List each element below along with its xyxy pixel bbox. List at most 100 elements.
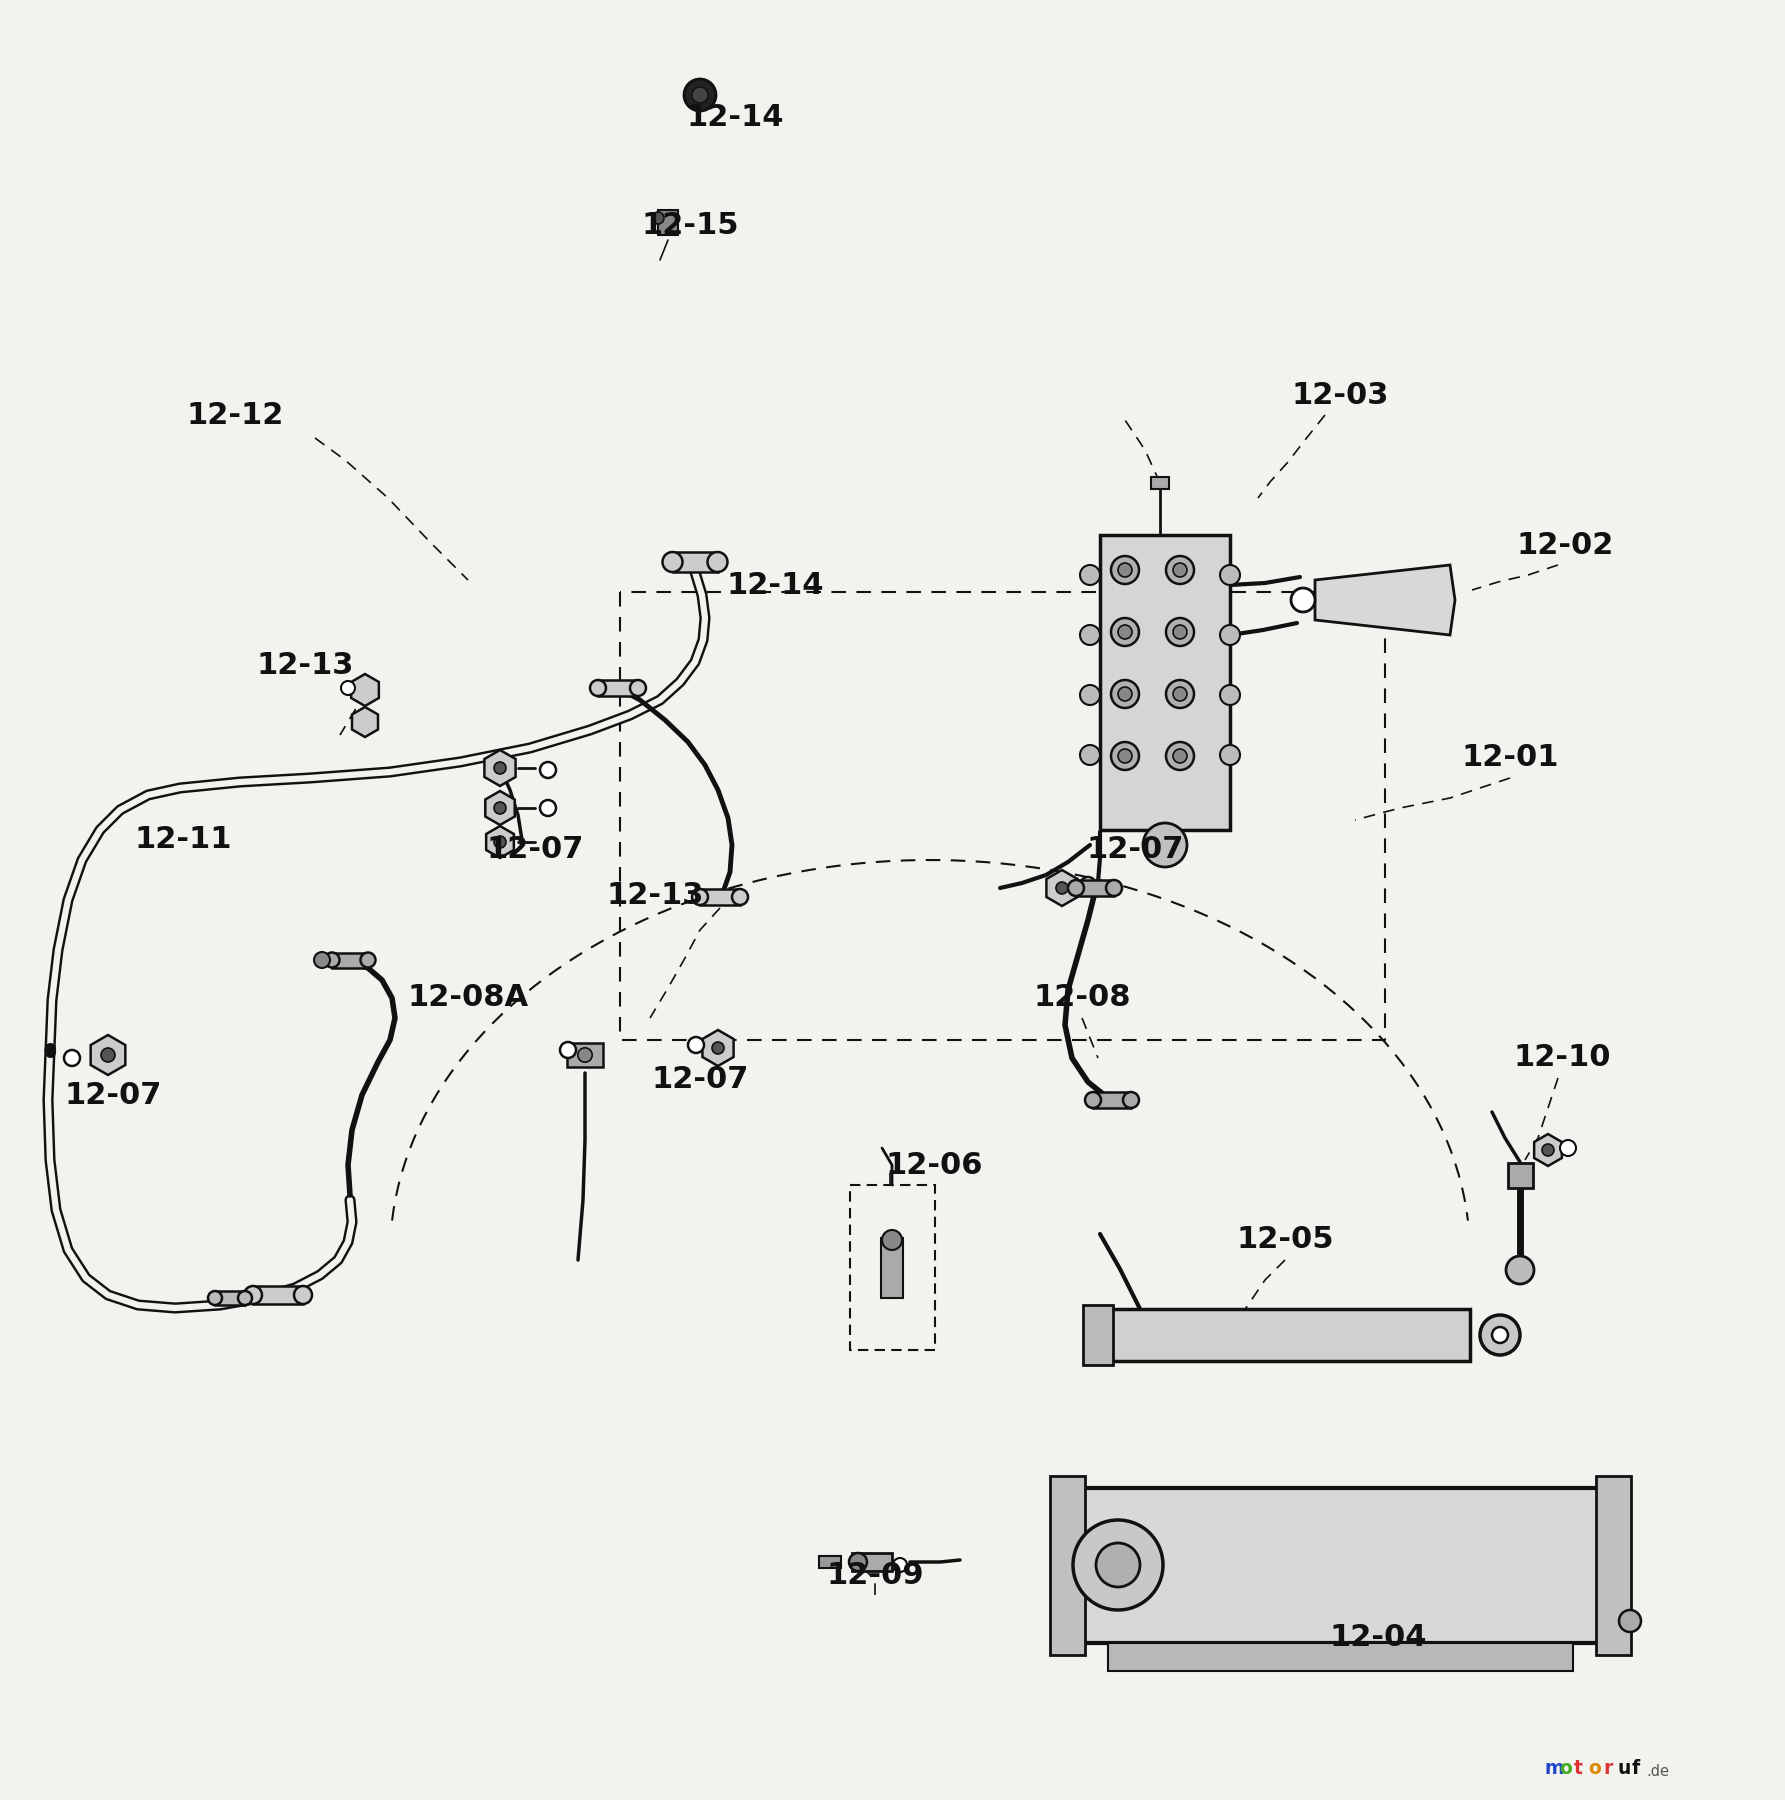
Circle shape <box>1110 742 1139 770</box>
Bar <box>598 680 637 697</box>
Circle shape <box>245 1285 262 1303</box>
Circle shape <box>560 1042 577 1058</box>
Circle shape <box>1166 617 1194 646</box>
Circle shape <box>707 553 728 572</box>
Bar <box>850 1184 935 1350</box>
Polygon shape <box>486 826 514 859</box>
Text: 12-14: 12-14 <box>685 103 784 133</box>
Circle shape <box>325 952 339 968</box>
Circle shape <box>1080 625 1100 644</box>
Circle shape <box>1507 1256 1533 1283</box>
Text: o: o <box>1560 1759 1573 1778</box>
Circle shape <box>295 1285 312 1303</box>
Text: 12-04: 12-04 <box>1330 1624 1426 1652</box>
Circle shape <box>237 1291 252 1305</box>
Text: 12-08A: 12-08A <box>407 983 528 1012</box>
Circle shape <box>578 1048 593 1062</box>
Polygon shape <box>352 707 378 736</box>
Text: 12-09: 12-09 <box>826 1561 925 1589</box>
Text: u: u <box>1617 1759 1631 1778</box>
Circle shape <box>882 1229 901 1249</box>
Circle shape <box>1085 1093 1101 1109</box>
Text: .de: .de <box>1646 1764 1669 1778</box>
Circle shape <box>1619 1609 1640 1633</box>
Bar <box>1076 880 1114 896</box>
Circle shape <box>1117 625 1132 639</box>
Bar <box>568 1044 603 1067</box>
Circle shape <box>1096 1543 1141 1588</box>
Bar <box>1108 1643 1573 1670</box>
Bar <box>1100 535 1230 830</box>
Text: 12-08: 12-08 <box>1034 983 1130 1012</box>
Circle shape <box>1110 680 1139 707</box>
Circle shape <box>687 1037 703 1053</box>
Circle shape <box>662 553 682 572</box>
Polygon shape <box>1533 1134 1562 1166</box>
Bar <box>1151 477 1169 490</box>
Circle shape <box>1219 565 1241 585</box>
Circle shape <box>1560 1139 1576 1156</box>
Circle shape <box>732 889 748 905</box>
Circle shape <box>1542 1145 1555 1156</box>
Polygon shape <box>1316 565 1455 635</box>
Circle shape <box>209 1291 221 1305</box>
Text: 12-07: 12-07 <box>652 1066 748 1094</box>
Circle shape <box>1166 556 1194 583</box>
Circle shape <box>361 952 375 968</box>
Circle shape <box>1067 880 1083 896</box>
Circle shape <box>1107 880 1123 896</box>
Circle shape <box>693 86 709 103</box>
Text: 12-05: 12-05 <box>1237 1226 1333 1255</box>
Bar <box>1091 1309 1471 1361</box>
Circle shape <box>1219 745 1241 765</box>
Text: f: f <box>1631 1759 1640 1778</box>
Text: 12-03: 12-03 <box>1291 380 1389 410</box>
Circle shape <box>1110 556 1139 583</box>
Circle shape <box>892 1559 907 1571</box>
Polygon shape <box>352 673 378 706</box>
Circle shape <box>1173 625 1187 639</box>
Circle shape <box>630 680 646 697</box>
Text: 12-02: 12-02 <box>1515 531 1614 560</box>
Text: t: t <box>1574 1759 1583 1778</box>
Circle shape <box>1080 745 1100 765</box>
Bar <box>1083 1305 1114 1364</box>
Circle shape <box>1117 563 1132 578</box>
Circle shape <box>1080 877 1096 893</box>
Bar <box>882 1238 903 1298</box>
Bar <box>1596 1476 1631 1654</box>
Polygon shape <box>484 751 516 787</box>
Polygon shape <box>1046 869 1078 905</box>
Circle shape <box>1117 749 1132 763</box>
Text: m: m <box>1546 1759 1564 1778</box>
Bar <box>700 889 741 905</box>
Circle shape <box>1117 688 1132 700</box>
Bar <box>673 553 718 572</box>
Circle shape <box>64 1049 80 1066</box>
Circle shape <box>591 680 605 697</box>
Circle shape <box>712 1042 725 1055</box>
Circle shape <box>494 835 505 848</box>
Circle shape <box>1219 686 1241 706</box>
Text: 12-07: 12-07 <box>1087 835 1183 864</box>
Text: 12-10: 12-10 <box>1514 1044 1610 1073</box>
Text: 12-01: 12-01 <box>1462 743 1558 772</box>
Circle shape <box>1173 563 1187 578</box>
Text: 12-11: 12-11 <box>134 826 232 855</box>
Text: 12-12: 12-12 <box>186 401 284 430</box>
Polygon shape <box>91 1035 125 1075</box>
Bar <box>1508 1163 1533 1188</box>
Circle shape <box>1492 1327 1508 1343</box>
Circle shape <box>102 1048 114 1062</box>
Text: 12-07: 12-07 <box>64 1080 162 1109</box>
Bar <box>253 1285 303 1303</box>
Circle shape <box>1142 823 1187 868</box>
Circle shape <box>1110 617 1139 646</box>
Circle shape <box>684 79 716 112</box>
Circle shape <box>1166 742 1194 770</box>
Circle shape <box>1080 686 1100 706</box>
Circle shape <box>1480 1316 1521 1355</box>
Circle shape <box>850 1553 868 1571</box>
Circle shape <box>1291 589 1316 612</box>
Bar <box>332 952 368 968</box>
